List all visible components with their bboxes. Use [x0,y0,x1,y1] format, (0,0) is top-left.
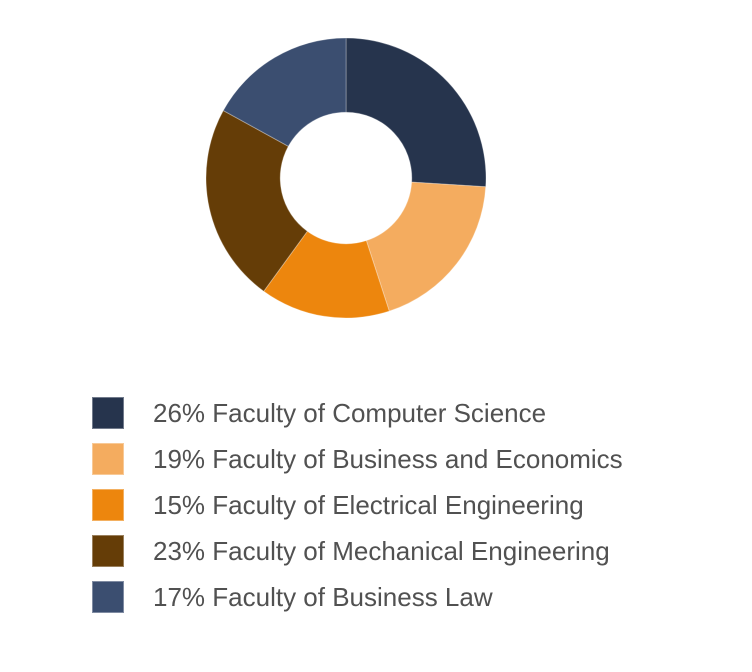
legend-item: 17% Faculty of Business Law [92,581,623,613]
legend-item: 23% Faculty of Mechanical Engineering [92,535,623,567]
legend-label: 26% Faculty of Computer Science [153,398,547,428]
legend-swatch [92,443,124,475]
legend-label: 19% Faculty of Business and Economics [153,444,623,474]
legend-label: 15% Faculty of Electrical Engineering [153,490,584,520]
donut-slice-faculty-of-computer-science [345,37,487,188]
legend-label: 17% Faculty of Business Law [153,582,493,612]
chart-legend: 26% Faculty of Computer Science 19% Facul… [92,397,623,613]
donut-slice-faculty-of-electrical-engineering [263,230,390,319]
legend-item: 19% Faculty of Business and Economics [92,443,623,475]
donut-slice-faculty-of-mechanical-engineering [205,109,309,292]
legend-item: 15% Faculty of Electrical Engineering [92,489,623,521]
donut-slice-faculty-of-business-law [222,37,347,147]
legend-swatch [92,489,124,521]
legend-swatch [92,397,124,429]
legend-label: 23% Faculty of Mechanical Engineering [153,536,610,566]
donut-chart [205,37,487,319]
legend-swatch [92,581,124,613]
legend-item: 26% Faculty of Computer Science [92,397,623,429]
donut-slice-faculty-of-business-and-economics [365,181,487,312]
legend-swatch [92,535,124,567]
